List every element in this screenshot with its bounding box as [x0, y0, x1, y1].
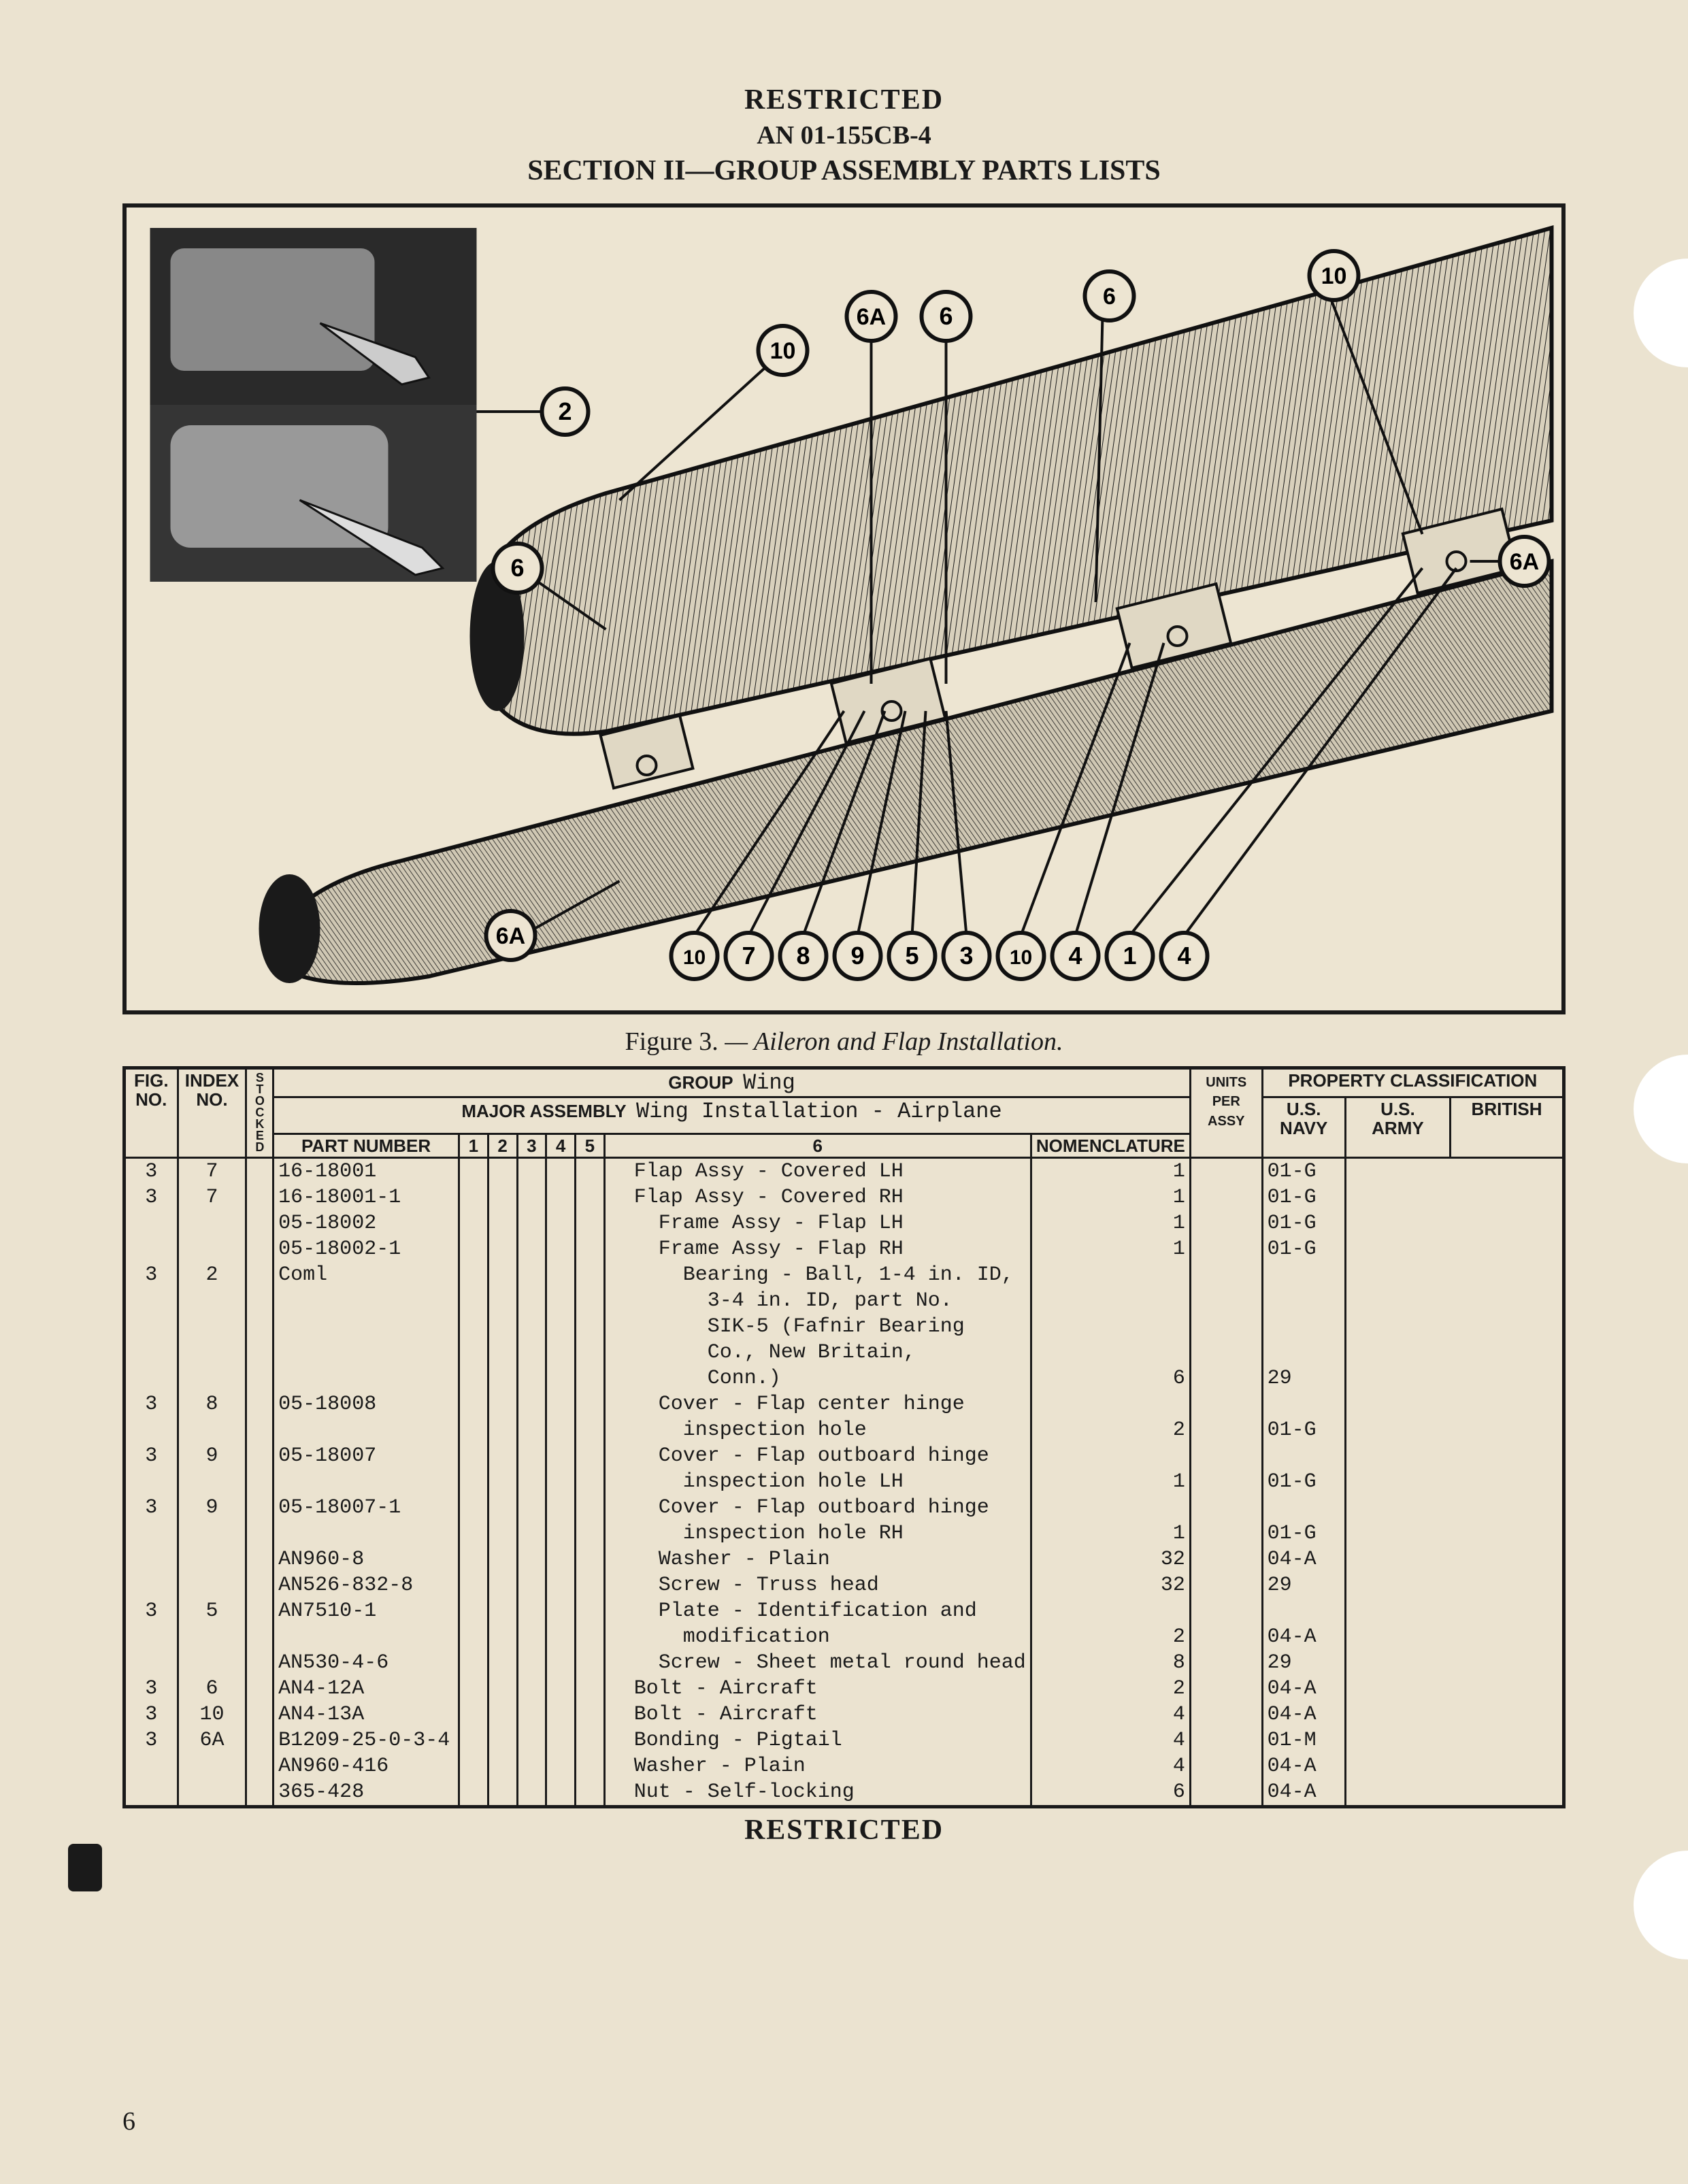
table-row: inspection hole201-G — [125, 1417, 1564, 1443]
svg-text:10: 10 — [683, 946, 706, 969]
col-level-1: 1 — [459, 1134, 489, 1158]
table-row: 36AB1209-25-0-3-4 Bonding - Pigtail401-M — [125, 1727, 1564, 1753]
page-number: 6 — [122, 2106, 135, 2136]
table-row: AN526-832-8 Screw - Truss head3229 — [125, 1572, 1564, 1598]
svg-text:1: 1 — [1123, 942, 1136, 970]
table-row: 36AN4-12A Bolt - Aircraft204-A — [125, 1676, 1564, 1702]
table-row: 365-428 Nut - Self-locking604-A — [125, 1779, 1564, 1807]
table-row: 310AN4-13A Bolt - Aircraft404-A — [125, 1702, 1564, 1727]
svg-text:6: 6 — [1103, 284, 1116, 310]
svg-text:6A: 6A — [857, 304, 886, 330]
table-row: Conn.)629 — [125, 1366, 1564, 1391]
svg-text:8: 8 — [796, 942, 810, 970]
col-index-no: INDEX NO. — [178, 1068, 246, 1158]
svg-text:5: 5 — [905, 942, 919, 970]
col-level-3: 3 — [517, 1134, 546, 1158]
svg-text:4: 4 — [1177, 942, 1191, 970]
table-row: 3-4 in. ID, part No. — [125, 1288, 1564, 1314]
svg-text:3: 3 — [959, 942, 973, 970]
punch-hole — [1634, 1851, 1688, 1959]
punch-hole — [1634, 259, 1688, 367]
group-header: GROUP Wing — [274, 1068, 1191, 1097]
table-row: AN960-8 Washer - Plain3204-A — [125, 1546, 1564, 1572]
page-header: RESTRICTED AN 01-155CB-4 SECTION II—GROU… — [122, 82, 1566, 190]
svg-text:7: 7 — [742, 942, 755, 970]
table-row: 3805-18008 Cover - Flap center hinge — [125, 1391, 1564, 1417]
col-level-5: 5 — [575, 1134, 604, 1158]
table-row: Co., New Britain, — [125, 1340, 1564, 1366]
svg-text:9: 9 — [850, 942, 864, 970]
table-row: AN530-4-6 Screw - Sheet metal round head… — [125, 1650, 1564, 1676]
header-docnumber: AN 01-155CB-4 — [122, 119, 1566, 152]
figure-svg: 2 — [127, 208, 1561, 1010]
table-row: inspection hole LH101-G — [125, 1469, 1564, 1495]
col-property: PROPERTY CLASSIFICATION — [1262, 1068, 1563, 1097]
page: RESTRICTED AN 01-155CB-4 SECTION II—GROU… — [0, 0, 1688, 2184]
svg-text:6: 6 — [510, 554, 524, 582]
col-fig-no: FIG. NO. — [125, 1068, 178, 1158]
svg-text:6A: 6A — [496, 923, 525, 949]
col-british: BRITISH — [1451, 1097, 1564, 1157]
table-row: modification204-A — [125, 1624, 1564, 1650]
table-row: 05-18002 Frame Assy - Flap LH101-G — [125, 1210, 1564, 1236]
table-row: inspection hole RH101-G — [125, 1521, 1564, 1546]
svg-text:10: 10 — [1321, 263, 1347, 289]
svg-text:10: 10 — [1010, 946, 1032, 969]
table-row: 3716-18001-1 Flap Assy - Covered RH101-G — [125, 1185, 1564, 1210]
punch-hole — [1634, 1055, 1688, 1163]
table-row: SIK-5 (Fafnir Bearing — [125, 1314, 1564, 1340]
table-row: 05-18002-1 Frame Assy - Flap RH101-G — [125, 1236, 1564, 1262]
figure-title: — Aileron and Flap Installation. — [725, 1027, 1063, 1056]
col-level-4: 4 — [546, 1134, 576, 1158]
col-stocked: STOCKED — [246, 1068, 274, 1158]
table-row: 35AN7510-1 Plate - Identification and — [125, 1598, 1564, 1624]
figure-aileron-flap: 2 — [122, 203, 1566, 1014]
col-units: UNITS PER ASSY — [1190, 1068, 1262, 1158]
svg-text:6: 6 — [939, 302, 953, 330]
col-nomenclature: NOMENCLATURE — [1031, 1134, 1190, 1158]
svg-text:4: 4 — [1068, 942, 1082, 970]
figure-number: Figure 3. — [625, 1027, 718, 1056]
svg-text:6A: 6A — [1510, 549, 1539, 575]
table-row: 3905-18007-1 Cover - Flap outboard hinge — [125, 1495, 1564, 1521]
table-row: 32Coml Bearing - Ball, 1-4 in. ID, — [125, 1262, 1564, 1288]
table-row: 3905-18007 Cover - Flap outboard hinge — [125, 1443, 1564, 1469]
col-level-6: 6 — [604, 1134, 1031, 1158]
svg-text:10: 10 — [770, 338, 796, 364]
parts-table: FIG. NO. INDEX NO. STOCKED GROUP Wing UN… — [122, 1066, 1566, 1809]
col-part-number: PART NUMBER — [274, 1134, 459, 1158]
figure-caption: Figure 3. — Aileron and Flap Installatio… — [122, 1027, 1566, 1057]
col-level-2: 2 — [488, 1134, 517, 1158]
table-row: 3716-18001 Flap Assy - Covered LH101-G — [125, 1158, 1564, 1185]
svg-text:2: 2 — [558, 397, 572, 425]
header-restricted: RESTRICTED — [122, 82, 1566, 119]
major-assembly-header: MAJOR ASSEMBLY Wing Installation - Airpl… — [274, 1097, 1191, 1134]
header-section: SECTION II—GROUP ASSEMBLY PARTS LISTS — [122, 152, 1566, 190]
col-navy: U.S. NAVY — [1262, 1097, 1345, 1157]
binder-mark — [68, 1844, 102, 1891]
footer-restricted: RESTRICTED — [122, 1814, 1566, 1847]
table-row: AN960-416 Washer - Plain404-A — [125, 1753, 1564, 1779]
col-army: U.S. ARMY — [1345, 1097, 1450, 1157]
